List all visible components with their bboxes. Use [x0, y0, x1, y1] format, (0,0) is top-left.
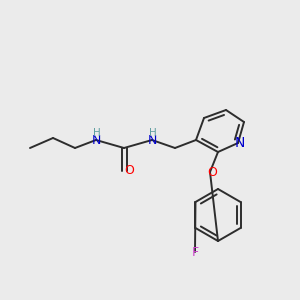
Text: O: O: [207, 166, 217, 178]
Text: F: F: [191, 245, 199, 259]
Text: N: N: [147, 134, 157, 146]
Text: N: N: [91, 134, 101, 146]
Text: O: O: [124, 164, 134, 178]
Text: H: H: [93, 128, 101, 138]
Text: H: H: [149, 128, 157, 138]
Text: N: N: [235, 136, 245, 150]
